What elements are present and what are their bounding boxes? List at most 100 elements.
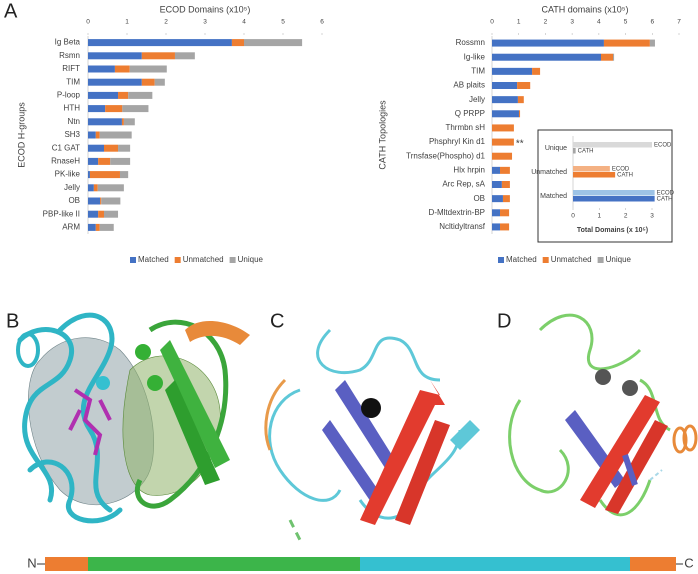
- bar-segment: [128, 91, 153, 99]
- bar-segment: [88, 171, 90, 179]
- panel-label: A: [4, 0, 18, 22]
- y-tick-label: P-loop: [57, 91, 81, 100]
- legend-label: Matched: [506, 255, 537, 264]
- bar-segment: [103, 210, 119, 218]
- y-tick-label: Jelly: [469, 95, 485, 104]
- bar-segment: [88, 144, 104, 152]
- y-tick-label: Rsmn: [59, 51, 80, 60]
- bar-segment: [613, 53, 615, 61]
- bar-segment: [100, 197, 102, 205]
- bar-segment: [99, 131, 132, 139]
- y-tick-label: OB: [473, 194, 485, 203]
- legend-label: Unmatched: [183, 255, 224, 264]
- legend-swatch: [597, 257, 604, 263]
- bar: [573, 196, 655, 202]
- bar-segment: [97, 184, 124, 192]
- bar-segment: [88, 78, 142, 86]
- y-tick-label: Ncltidyltransf: [439, 222, 486, 231]
- legend-swatch: [498, 257, 504, 263]
- bar-segment: [500, 209, 510, 217]
- panel-label: C: [270, 310, 284, 332]
- y-tick-label: PK-like: [55, 170, 81, 179]
- x-tick-label: 3: [650, 213, 654, 220]
- x-tick-label: 4: [597, 19, 601, 26]
- sequence-bar: N C: [27, 555, 694, 571]
- chart-title: CATH domains (x10⁵): [541, 4, 628, 14]
- x-tick-label: 3: [203, 19, 207, 26]
- legend-swatch: [174, 257, 181, 263]
- bar-segment: [501, 181, 510, 188]
- charts: ECOD Domains (x10⁵) ECOD H-groups 0 1 2 3 4 5 6 I…: [16, 4, 681, 264]
- bar-segment: [88, 52, 142, 60]
- y-axis-title: CATH Topologies: [377, 100, 387, 170]
- bar-segment: [502, 195, 510, 203]
- bar-segment: [88, 223, 96, 231]
- legend-swatch: [229, 257, 236, 263]
- x-tick-label: 2: [164, 19, 168, 26]
- bar-segment: [88, 184, 94, 192]
- legend-label: Unique: [606, 255, 632, 264]
- bar-segment: [141, 52, 175, 60]
- bar-segment: [114, 65, 130, 73]
- bar-segment: [105, 105, 123, 113]
- bar-segment: [123, 118, 135, 126]
- bar-segment: [600, 53, 614, 61]
- bar-segment: [492, 67, 533, 75]
- bar-segment: [119, 171, 129, 179]
- n-terminus: N: [27, 555, 36, 570]
- bar-segment: [492, 195, 503, 203]
- y-tick-label: Phsphryl Kin d1: [429, 137, 486, 146]
- bar-segment: [95, 223, 100, 231]
- bar-segment: [517, 82, 531, 89]
- bar-segment: [110, 157, 131, 165]
- legend-label: Unmatched: [551, 255, 592, 264]
- bar-segment: [88, 39, 232, 47]
- bar-segment: [492, 209, 501, 217]
- x-tick-label: 1: [598, 213, 602, 220]
- chart-title: ECOD Domains (x10⁵): [160, 4, 251, 14]
- panel-label: B: [6, 310, 19, 332]
- legend-label: Unique: [238, 255, 264, 264]
- bar-segment: [518, 110, 521, 118]
- bar-label: CATH: [657, 197, 673, 203]
- y-tick-label: C1 GAT: [52, 143, 80, 152]
- bar-segment: [141, 78, 155, 86]
- y-tick-label: Hlx hrpin: [453, 165, 485, 174]
- y-tick-label: RnaseH: [51, 157, 80, 166]
- bar-segment: [517, 96, 524, 104]
- x-axis-title: Total Domains (x 10⁵): [577, 227, 648, 234]
- bar-segment: [88, 157, 99, 165]
- y-tick-label: AB plaits: [453, 81, 485, 90]
- structure-c: [264, 328, 480, 541]
- y-tick-label: Arc Rep, sA: [442, 180, 485, 189]
- bar-segment: [95, 131, 100, 139]
- bar-segment: [532, 67, 541, 75]
- structure-d: [508, 313, 698, 517]
- bar-segment: [118, 144, 131, 152]
- bar-segment: [492, 181, 502, 188]
- bar-segment: [88, 210, 99, 218]
- bar-segment: [492, 96, 518, 104]
- bar-segment: [103, 144, 119, 152]
- y-tick-label: TIM: [471, 66, 485, 75]
- bar-segment: [88, 197, 101, 205]
- bar-segment: [88, 118, 122, 126]
- y-tick-label: HTH: [64, 104, 81, 113]
- bar: [573, 148, 576, 154]
- y-tick-label: RIFT: [62, 64, 80, 73]
- bar-segment: [88, 91, 119, 99]
- y-tick-label: Ig-like: [464, 52, 486, 61]
- structure-b: [16, 312, 250, 524]
- x-tick-label: 2: [624, 213, 628, 220]
- x-tick-label: 0: [571, 213, 575, 220]
- bar-segment: [88, 105, 106, 113]
- bar-segment: [101, 197, 121, 205]
- inset-frame: [537, 129, 673, 243]
- y-tick-label: SH3: [64, 130, 80, 139]
- bar-segment: [492, 39, 604, 47]
- bar-segment: [231, 39, 244, 47]
- bar: [573, 172, 616, 178]
- bar-segment: [88, 65, 115, 73]
